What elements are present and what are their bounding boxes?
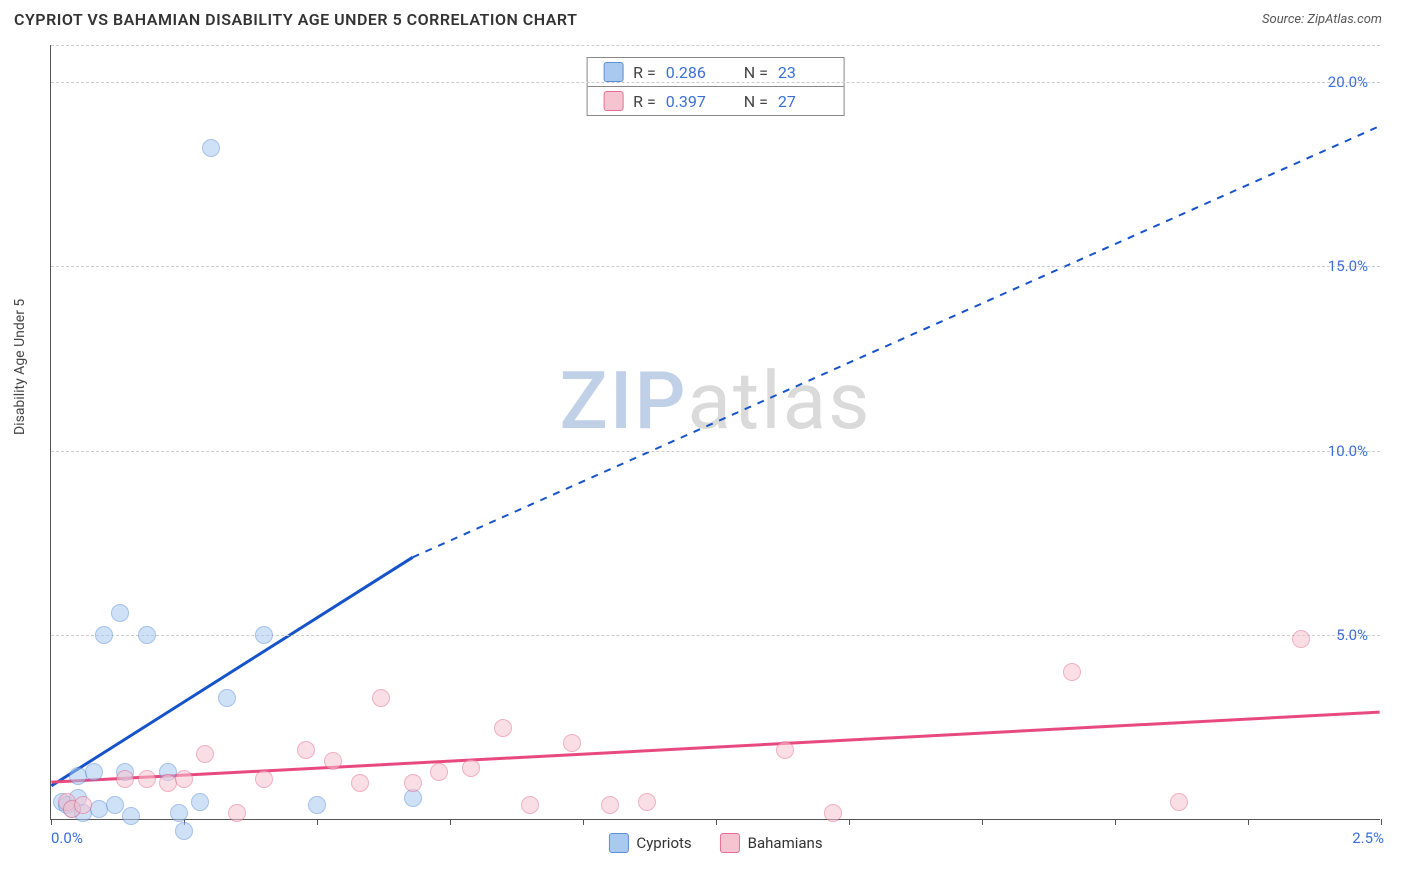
xtick (1248, 819, 1249, 825)
swatch-bahamians (603, 91, 623, 111)
data-point (218, 689, 236, 707)
data-point (563, 734, 581, 752)
plot-area: ZIPatlas R = 0.286 N = 23 R = 0.397 N = … (50, 45, 1380, 820)
data-point (170, 804, 188, 822)
data-point (196, 745, 214, 763)
chart-title: CYPRIOT VS BAHAMIAN DISABILITY AGE UNDER… (14, 10, 577, 29)
gridline-h (51, 82, 1380, 83)
data-point (1292, 630, 1310, 648)
xtick (1381, 819, 1382, 825)
swatch-cypriots (603, 62, 623, 82)
legend-label-cypriots: Cypriots (636, 834, 691, 852)
data-point (255, 626, 273, 644)
data-point (106, 796, 124, 814)
stats-row-bahamians: R = 0.397 N = 27 (587, 87, 844, 115)
gridline-h (51, 266, 1380, 267)
data-point (191, 793, 209, 811)
data-point (202, 139, 220, 157)
data-point (175, 770, 193, 788)
xtick (583, 819, 584, 825)
chart-container: Disability Age Under 5 ZIPatlas R = 0.28… (0, 35, 1406, 875)
data-point (85, 763, 103, 781)
legend-swatch-cypriots (608, 833, 628, 853)
data-point (111, 604, 129, 622)
legend-label-bahamians: Bahamians (748, 834, 823, 852)
ytick-label: 20.0% (1328, 73, 1368, 91)
y-axis-label: Disability Age Under 5 (12, 299, 28, 435)
r-value-cypriots: 0.286 (666, 63, 716, 82)
ytick-label: 15.0% (1328, 257, 1368, 275)
legend-item-bahamians: Bahamians (720, 833, 823, 853)
chart-header: CYPRIOT VS BAHAMIAN DISABILITY AGE UNDER… (0, 0, 1406, 35)
n-label: N = (744, 63, 768, 82)
r-value-bahamians: 0.397 (666, 92, 716, 111)
data-point (462, 759, 480, 777)
data-point (351, 774, 369, 792)
legend-swatch-bahamians (720, 833, 740, 853)
xtick-label: 2.5% (1352, 829, 1384, 847)
r-label: R = (633, 63, 656, 82)
data-point (521, 796, 539, 814)
chart-source: Source: ZipAtlas.com (1262, 12, 1382, 27)
data-point (494, 719, 512, 737)
trend-lines (51, 45, 1380, 819)
data-point (601, 796, 619, 814)
xtick (1115, 819, 1116, 825)
data-point (175, 822, 193, 840)
xtick-label: 0.0% (51, 829, 83, 847)
data-point (372, 689, 390, 707)
xtick (450, 819, 451, 825)
data-point (95, 626, 113, 644)
data-point (638, 793, 656, 811)
xtick (716, 819, 717, 825)
data-point (138, 770, 156, 788)
gridline-h (51, 451, 1380, 452)
xtick (51, 819, 52, 825)
legend-item-cypriots: Cypriots (608, 833, 691, 853)
n-label: N = (744, 92, 768, 111)
r-label: R = (633, 92, 656, 111)
data-point (1063, 663, 1081, 681)
data-point (228, 804, 246, 822)
gridline-h (51, 635, 1380, 636)
stats-legend: R = 0.286 N = 23 R = 0.397 N = 27 (586, 57, 845, 116)
data-point (430, 763, 448, 781)
data-point (74, 796, 92, 814)
xtick (317, 819, 318, 825)
n-value-bahamians: 27 (778, 92, 828, 111)
data-point (138, 626, 156, 644)
gridline-h (51, 45, 1380, 46)
data-point (1170, 793, 1188, 811)
xtick (849, 819, 850, 825)
data-point (776, 741, 794, 759)
ytick-label: 10.0% (1328, 442, 1368, 460)
data-point (122, 807, 140, 825)
xtick (982, 819, 983, 825)
bottom-legend: Cypriots Bahamians (608, 833, 822, 853)
data-point (404, 774, 422, 792)
data-point (255, 770, 273, 788)
data-point (824, 804, 842, 822)
data-point (297, 741, 315, 759)
n-value-cypriots: 23 (778, 63, 828, 82)
ytick-label: 5.0% (1336, 626, 1368, 644)
data-point (308, 796, 326, 814)
data-point (116, 770, 134, 788)
data-point (324, 752, 342, 770)
